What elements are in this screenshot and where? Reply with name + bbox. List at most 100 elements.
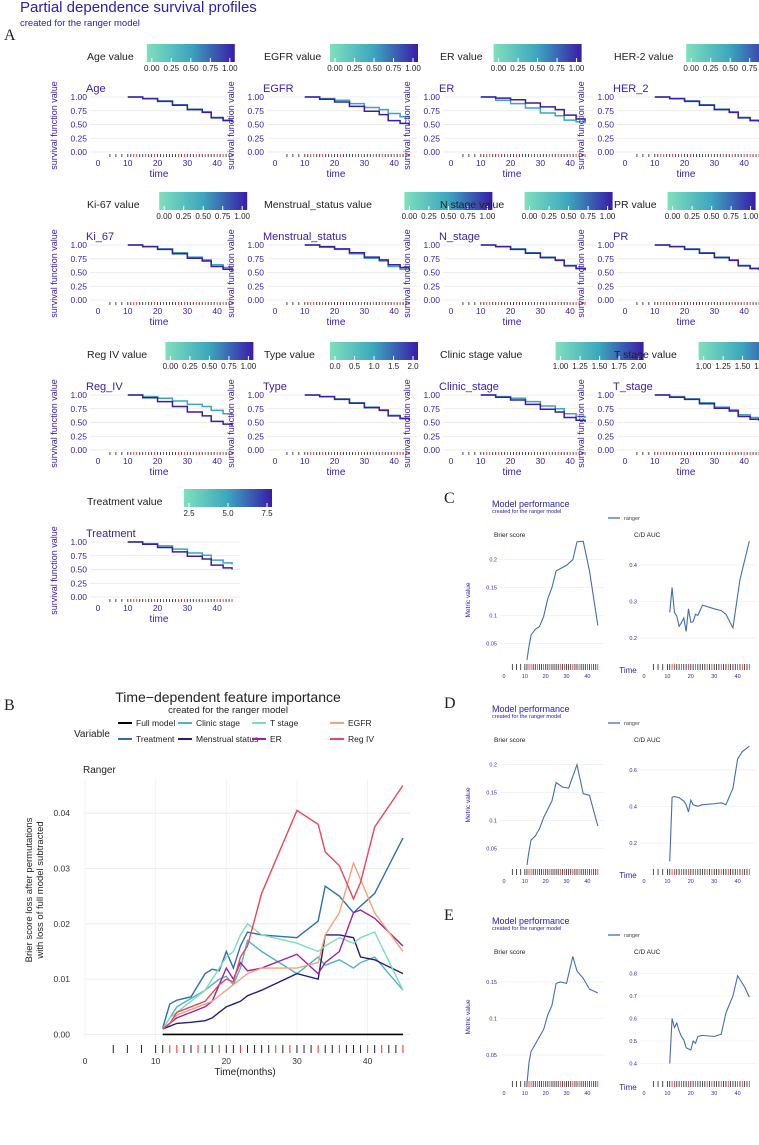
- pd-y-tick-label: 0.75: [247, 404, 264, 414]
- perf-x-tick-label: 40: [584, 879, 590, 885]
- pd-survival-curve: [480, 244, 586, 271]
- pd-y-tick-label: 0.75: [70, 106, 87, 116]
- pd-y-tick-label: 0.00: [597, 147, 614, 157]
- pd-colorbar-tick-label: 0.00: [402, 212, 418, 221]
- panel-b-facet-label: Ranger: [83, 765, 116, 776]
- perf-y-tick-label: 0.6: [629, 1017, 637, 1023]
- perf-x-tick-label: 40: [735, 879, 741, 885]
- perf-y-tick-label: 0.2: [489, 763, 497, 769]
- panel-b-x-tick-label: 10: [151, 1056, 161, 1066]
- perf-legend-label: ranger: [624, 721, 640, 727]
- pd-x-axis-title: time: [150, 467, 169, 478]
- pd-y-tick-label: 1.00: [247, 92, 264, 102]
- pd-x-tick-label: 20: [506, 306, 516, 316]
- pd-colorbar: [330, 44, 418, 62]
- pd-x-tick-label: 30: [360, 456, 370, 466]
- pd-colorbar-tick-label: 1.50: [592, 362, 608, 371]
- pd-y-tick-label: 0.50: [597, 418, 614, 428]
- perf-x-tick-label: 20: [688, 1091, 694, 1097]
- panel-b-subtitle: created for the ranger model: [168, 705, 288, 716]
- pd-legend-title: HER-2 value: [614, 51, 674, 63]
- pd-colorbar-tick-label: 7.5: [261, 509, 273, 518]
- pd-legend-title: EGFR value: [264, 51, 321, 63]
- pd-survival-curve: [127, 244, 233, 270]
- pd-survival-curve: [654, 394, 759, 420]
- pd-y-axis-title: survival function value: [402, 379, 412, 468]
- pd-survival-curve: [480, 96, 586, 124]
- perf-x-tick-label: 0: [502, 1091, 505, 1097]
- pd-y-tick-label: 0.00: [597, 445, 614, 455]
- panel-label-e: E: [444, 907, 454, 924]
- panel-b-title: Time−dependent feature importance: [115, 689, 341, 705]
- perf-facet-right: C/D AUC: [634, 949, 661, 956]
- perf-x-tick-label: 20: [688, 879, 694, 885]
- pd-facet-label: Reg_IV: [86, 381, 123, 393]
- pd-colorbar-tick-label: 1.25: [715, 362, 731, 371]
- pd-colorbar-tick-label: 1.00: [241, 362, 257, 371]
- pd-x-tick-label: 20: [680, 158, 690, 168]
- pd-colorbar-tick-label: 0.25: [182, 362, 198, 371]
- pd-subplot-t_stage: T stage value1.001.251.501.752.00T_stage…: [576, 342, 759, 478]
- pd-x-tick-label: 40: [212, 456, 222, 466]
- pd-x-tick-label: 0: [273, 456, 278, 466]
- pd-x-tick-label: 0: [623, 158, 628, 168]
- pd-y-tick-label: 1.00: [70, 92, 87, 102]
- perf-x-tick-label: 10: [664, 1091, 670, 1097]
- pd-colorbar-tick-label: 1.75: [754, 362, 759, 371]
- pd-colorbar: [698, 342, 759, 360]
- legend-label-menstrual-status: Menstrual status: [196, 734, 258, 744]
- pd-x-tick-label: 30: [710, 158, 720, 168]
- pd-colorbar: [330, 342, 418, 360]
- panel-label-d: D: [444, 695, 456, 712]
- perf-x-tick-label: 40: [735, 1091, 741, 1097]
- pd-y-tick-label: 1.00: [247, 240, 264, 250]
- pd-y-tick-label: 0.00: [247, 445, 264, 455]
- pd-x-tick-label: 40: [739, 456, 749, 466]
- pd-y-tick-label: 1.00: [423, 240, 440, 250]
- pd-colorbar-tick-label: 0.5: [349, 362, 361, 371]
- pd-x-tick-label: 40: [739, 306, 749, 316]
- pd-x-tick-label: 30: [710, 306, 720, 316]
- pd-y-tick-label: 0.00: [247, 147, 264, 157]
- series-line-t-stage: [162, 922, 404, 1030]
- perf-xlabel: Time: [619, 871, 637, 880]
- pd-y-tick-label: 0.25: [70, 281, 87, 291]
- perf-title: Model performance: [492, 704, 570, 714]
- pd-y-tick-label: 1.00: [70, 537, 87, 547]
- pd-x-axis-title: time: [150, 317, 169, 328]
- pd-x-tick-label: 20: [506, 456, 516, 466]
- pd-colorbar-tick-label: 1.00: [600, 212, 616, 221]
- pd-y-axis-title: survival function value: [576, 229, 586, 318]
- pd-x-tick-label: 20: [680, 306, 690, 316]
- pd-y-tick-label: 1.00: [597, 240, 614, 250]
- pd-x-axis-title: time: [150, 614, 169, 625]
- pd-colorbar: [667, 192, 756, 210]
- perf-y-tick-label: 0.4: [629, 1062, 637, 1068]
- pd-y-axis-title: survival function value: [226, 81, 236, 170]
- pd-facet-label: Treatment: [86, 528, 136, 540]
- pd-colorbar-tick-label: 0.50: [183, 64, 199, 73]
- pd-facet-label: Age: [86, 83, 106, 95]
- perf-x-tick-label: 0: [642, 1091, 645, 1097]
- pd-y-tick-label: 0.75: [70, 551, 87, 561]
- series-line-treatment: [162, 837, 404, 1029]
- pd-y-tick-label: 0.00: [247, 295, 264, 305]
- perf-y-tick-label: 0.05: [486, 1053, 497, 1059]
- perf-x-tick-label: 20: [543, 879, 549, 885]
- panel-b-y-tick-label: 0.01: [53, 974, 70, 984]
- perf-x-tick-label: 30: [711, 879, 717, 885]
- pd-y-tick-label: 0.75: [597, 106, 614, 116]
- pd-colorbar-tick-label: 1.00: [234, 212, 250, 221]
- pd-colorbar-tick-label: 1.5: [388, 362, 400, 371]
- pd-colorbar-tick-label: 0.50: [561, 212, 577, 221]
- perf-y-tick-label: 0.7: [629, 994, 637, 1000]
- panel-b-feature-importance: Time−dependent feature importance create…: [24, 689, 410, 1078]
- perf-x-tick-label: 0: [642, 879, 645, 885]
- pd-colorbar-tick-label: 0.25: [176, 212, 192, 221]
- pd-colorbar-tick-label: 0.00: [156, 212, 172, 221]
- pd-x-tick-label: 10: [476, 306, 486, 316]
- pd-y-axis-title: survival function value: [226, 379, 236, 468]
- pd-colorbar: [184, 489, 272, 507]
